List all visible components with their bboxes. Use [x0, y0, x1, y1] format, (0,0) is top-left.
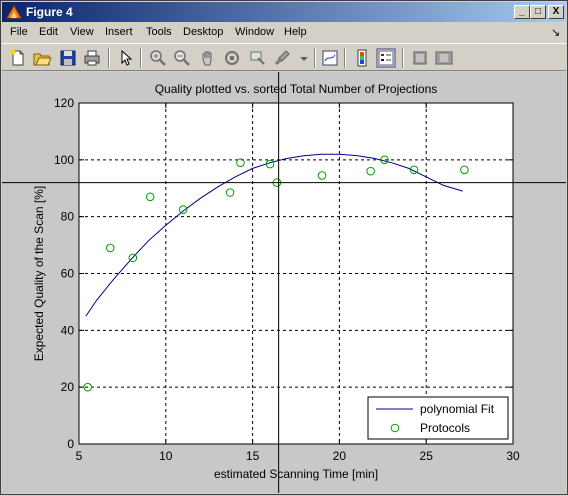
figure-canvas: 5 10 15 20 25 30 0 20 40 60 80 100 120 Quality plotte…	[2, 72, 566, 493]
matlab-figure-icon	[6, 5, 22, 19]
y-axis-label: Expected Quality of the Scan [%]	[32, 186, 46, 361]
colorbar-icon[interactable]	[352, 48, 372, 68]
protocol-marker	[178, 205, 188, 214]
protocol-marker	[409, 165, 419, 175]
toolbar-separator	[140, 48, 142, 68]
protocol-marker	[225, 188, 235, 197]
protocol-marker	[317, 171, 327, 180]
protocol-marker	[236, 158, 245, 167]
toolbar-separator	[108, 48, 110, 68]
show-plot-tools-icon[interactable]	[434, 48, 454, 68]
maximize-button[interactable]: □	[530, 5, 546, 19]
legend-box	[367, 396, 509, 440]
toolbar-separator	[402, 48, 404, 68]
legend-marker-swatch	[390, 423, 400, 433]
save-icon[interactable]	[58, 48, 78, 68]
chart[interactable]: 5 10 15 20 25 30 0 20 40 60 80 100 120 Quality plotte…	[2, 72, 566, 493]
protocol-marker	[380, 155, 389, 165]
menu-file[interactable]: File	[10, 26, 28, 38]
y-tick-label: 40	[61, 323, 75, 337]
x-tick-label: 20	[333, 449, 347, 463]
menu-window[interactable]: Window	[235, 26, 275, 38]
new-figure-icon[interactable]	[8, 48, 28, 68]
fit-line	[85, 153, 463, 317]
rotate-3d-icon[interactable]	[222, 48, 242, 68]
legend-entry-label: polynomial Fit	[420, 402, 495, 416]
x-tick-label: 25	[420, 449, 434, 463]
zoom-out-icon[interactable]	[172, 48, 192, 68]
x-axis-label: estimated Scanning Time [min]	[214, 467, 378, 481]
close-button[interactable]: X	[548, 5, 564, 19]
y-tick-label: 100	[54, 153, 74, 167]
print-icon[interactable]	[82, 48, 102, 68]
protocol-marker	[265, 159, 275, 169]
figure-toolbar	[2, 43, 566, 71]
edit-plot-arrow-icon[interactable]	[116, 48, 136, 68]
brush-dropdown-icon[interactable]	[294, 48, 314, 68]
protocol-marker	[83, 382, 92, 392]
protocol-marker	[105, 243, 115, 253]
y-tick-label: 80	[61, 210, 75, 224]
menu-bar: File Edit View Insert Tools Desktop Wind…	[2, 23, 566, 43]
menu-desktop[interactable]: Desktop	[183, 26, 224, 38]
menu-view[interactable]: View	[70, 26, 94, 38]
protocol-marker	[145, 192, 155, 202]
legend-icon[interactable]	[376, 48, 396, 68]
chart-title: Quality plotted vs. sorted Total Number …	[155, 82, 438, 96]
protocol-marker	[366, 166, 375, 176]
x-tick-label: 15	[246, 449, 260, 463]
open-file-icon[interactable]	[32, 48, 52, 68]
y-tick-label: 120	[54, 96, 74, 110]
protocol-marker	[460, 165, 469, 175]
x-tick-label: 30	[506, 449, 520, 463]
toolbar-separator	[344, 48, 346, 68]
x-tick-label: 5	[76, 449, 83, 463]
menu-tools[interactable]: Tools	[146, 26, 172, 38]
zoom-in-icon[interactable]	[148, 48, 168, 68]
x-tick-label: 10	[159, 449, 173, 463]
protocol-marker	[128, 253, 138, 263]
legend-entry-label: Protocols	[420, 421, 470, 435]
dock-arrow-icon[interactable]: ↘	[551, 27, 561, 39]
menu-insert[interactable]: Insert	[105, 26, 133, 38]
hide-plot-tools-icon[interactable]	[410, 48, 430, 68]
y-tick-label: 20	[61, 380, 75, 394]
y-tick-label: 0	[67, 437, 74, 451]
window-title: Figure 4	[26, 5, 73, 19]
pan-hand-icon[interactable]	[198, 48, 218, 68]
link-plot-icon[interactable]	[320, 48, 340, 68]
menu-edit[interactable]: Edit	[39, 26, 58, 38]
toolbar-separator	[314, 48, 316, 68]
minimize-button[interactable]: _	[514, 5, 530, 19]
title-bar[interactable]: Figure 4 _ □ X	[2, 2, 566, 22]
y-tick-label: 60	[61, 267, 75, 281]
data-cursor-icon[interactable]	[248, 48, 268, 68]
menu-help[interactable]: Help	[284, 26, 307, 38]
brush-icon[interactable]	[272, 48, 292, 68]
